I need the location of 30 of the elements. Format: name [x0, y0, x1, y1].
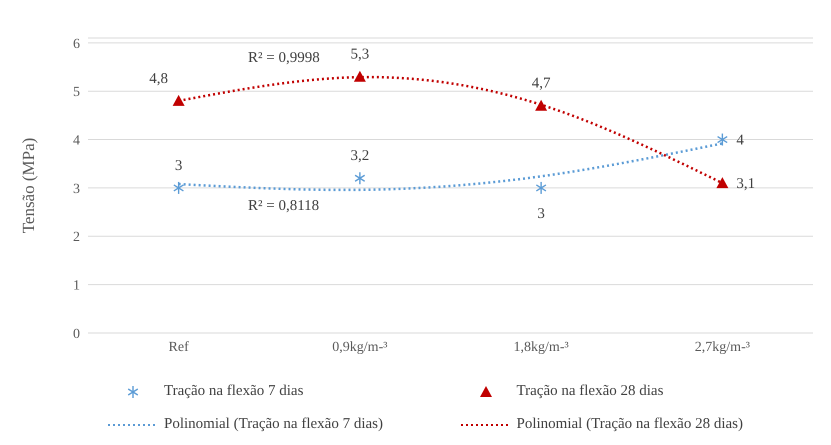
y-tick-label: 1	[73, 278, 80, 294]
y-tick-label: 6	[73, 36, 80, 52]
data-label: 4,7	[532, 76, 551, 92]
y-tick-label: 3	[73, 182, 80, 197]
y-tick-label: 2	[73, 230, 80, 246]
point	[535, 100, 548, 111]
x-tick-label: Ref	[168, 340, 190, 355]
data-label: 4	[736, 132, 744, 149]
legend-label: Polinomial (Tração na flexão 28 dias)	[516, 416, 743, 433]
data-label: 3	[537, 206, 545, 222]
y-axis-title: Tensão (MPa)	[19, 138, 38, 234]
annotation: R² = 0,9998	[248, 50, 320, 67]
x-tick-label: 2,7kg/m-³	[694, 340, 750, 355]
legend-label: Tração na flexão 28 dias	[516, 383, 664, 400]
data-label: 4,8	[149, 70, 168, 87]
data-label: 3,2	[350, 148, 370, 164]
point	[716, 177, 728, 188]
data-label: 3	[174, 158, 182, 174]
data-label: 3,1	[736, 176, 756, 192]
y-tick-label: 4	[73, 134, 80, 149]
data-label: 5,3	[350, 46, 370, 63]
point	[354, 70, 366, 82]
y-tick-label: 5	[73, 85, 80, 100]
legend-label: Polinomial (Tração na flexão 7 dias)	[164, 416, 383, 433]
x-tick-label: 1,8kg/m-³	[514, 340, 569, 355]
point	[172, 94, 185, 106]
annotation: R² = 0,8118	[248, 198, 320, 215]
legend-label: Tração na flexão 7 dias	[164, 383, 304, 400]
x-tick-label: 0,9kg/m-³	[332, 340, 388, 355]
y-tick-label: 0	[73, 326, 80, 342]
